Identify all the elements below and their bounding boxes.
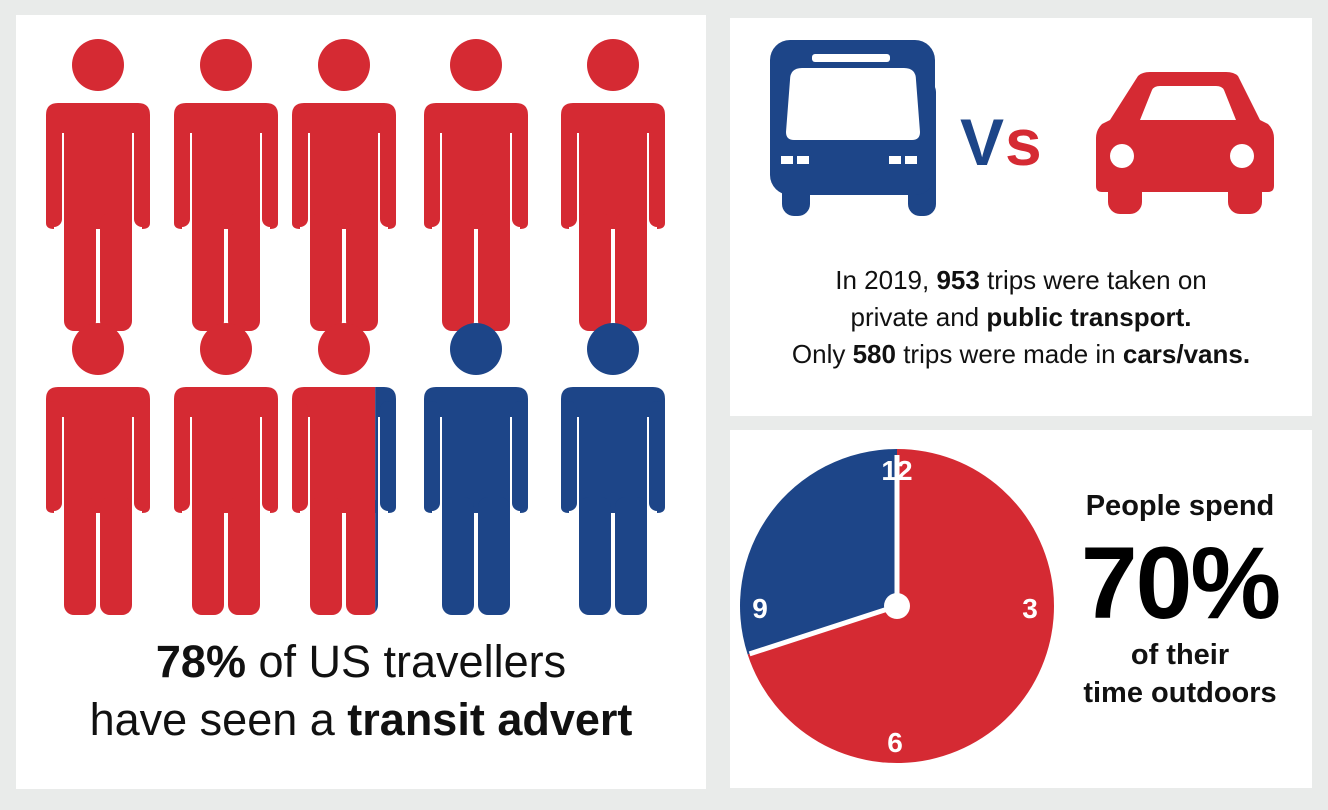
trip-statistics: In 2019, 953 trips were taken on private… xyxy=(730,262,1312,373)
stat-percent: 70% xyxy=(1080,526,1281,640)
transport-icons xyxy=(770,40,1274,216)
clock-icon: 12 3 6 9 xyxy=(740,449,1054,763)
clock-label-3: 3 xyxy=(1022,593,1038,624)
bus-icon xyxy=(770,40,936,216)
caption-line-2: have seen a transit advert xyxy=(16,691,706,749)
person-icon xyxy=(561,323,665,615)
clock-hand-hour xyxy=(748,603,898,657)
trip-text-c: private and xyxy=(850,302,987,332)
public-transport-label: public transport. xyxy=(986,302,1192,332)
clock-label-6: 6 xyxy=(887,727,903,758)
trip-text-a: In 2019, xyxy=(835,265,937,295)
cars-vans-label: cars/vans. xyxy=(1122,339,1251,369)
trip-text-e: trips were made in xyxy=(895,339,1123,369)
versus-s: s xyxy=(1005,105,1043,179)
public-trips-count: 953 xyxy=(936,265,980,295)
person-icon xyxy=(46,323,150,615)
time-panel: 12 3 6 9 People spend 70% of their time out… xyxy=(730,430,1312,788)
pie-slice-other xyxy=(740,449,897,655)
caption-percent: 78% xyxy=(155,636,246,687)
person-icon xyxy=(174,39,278,331)
clock-hub xyxy=(884,593,910,619)
person-icon xyxy=(292,323,396,615)
stat-tail-line-1: of their xyxy=(1130,639,1230,671)
trip-text-b: trips were taken on xyxy=(979,265,1207,295)
stat-lead: People spend xyxy=(1085,490,1275,522)
person-icon xyxy=(46,39,150,331)
trip-line-1: In 2019, 953 trips were taken on xyxy=(730,262,1312,299)
trip-line-2: private and public transport. xyxy=(730,299,1312,336)
stat-tail: of their time outdoors xyxy=(1060,636,1300,712)
caption-text-1: of US travellers xyxy=(245,636,567,687)
versus-v: V xyxy=(960,105,1006,179)
car-trips-count: 580 xyxy=(852,339,896,369)
trip-line-3: Only 580 trips were made in cars/vans. xyxy=(730,336,1312,373)
travellers-caption: 78% of US travellers have seen a transit… xyxy=(16,633,706,749)
stat-tail-line-2: time outdoors xyxy=(1083,677,1277,709)
person-icon xyxy=(561,39,665,331)
person-icon xyxy=(174,323,278,615)
people-pictogram xyxy=(46,39,665,615)
clock-label-9: 9 xyxy=(752,593,768,624)
trip-text-d: Only xyxy=(791,339,853,369)
caption-text-2: have seen a xyxy=(89,694,348,745)
people-panel: 78% of US travellers have seen a transit… xyxy=(16,15,706,789)
person-icon xyxy=(424,39,528,331)
versus-label: Vs xyxy=(960,104,1043,180)
caption-transit-advert: transit advert xyxy=(347,694,633,745)
clock-label-12: 12 xyxy=(881,455,912,486)
person-icon xyxy=(424,323,528,615)
transport-panel: Vs In 2019, 953 trips were taken on priv… xyxy=(730,18,1312,416)
person-icon xyxy=(292,39,396,331)
caption-line-1: 78% of US travellers xyxy=(16,633,706,691)
car-icon xyxy=(1096,72,1274,214)
